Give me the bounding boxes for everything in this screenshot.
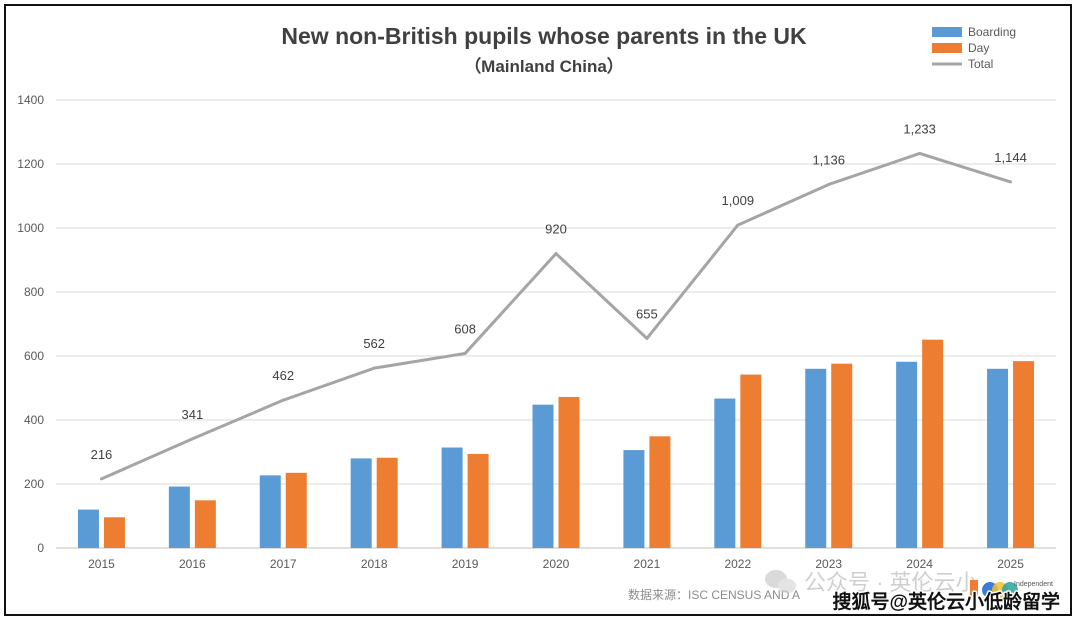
total-point xyxy=(645,336,649,340)
boarding-bar xyxy=(259,475,281,548)
grid xyxy=(56,99,1056,549)
total-data-label: 341 xyxy=(182,407,204,422)
y-tick-label: 200 xyxy=(24,477,44,491)
credit-text: 搜狐号@英伦云小低龄留学 xyxy=(832,590,1060,613)
x-tick-label: 2018 xyxy=(361,557,388,571)
total-line-path xyxy=(100,151,1011,481)
bars xyxy=(77,339,1035,548)
chart-title: New non-British pupils whose parents in … xyxy=(281,23,807,49)
legend: Boarding Day Total xyxy=(932,25,1016,71)
boarding-bar xyxy=(623,450,645,548)
legend-label-boarding: Boarding xyxy=(968,25,1016,39)
logo-text: Independent xyxy=(1014,581,1053,588)
x-tick-label: 2023 xyxy=(815,557,842,571)
y-tick-label: 800 xyxy=(24,285,44,299)
y-tick-label: 1000 xyxy=(17,221,44,235)
total-data-label: 608 xyxy=(454,321,476,336)
total-point xyxy=(463,351,467,355)
legend-label-total: Total xyxy=(968,57,993,71)
x-tick-label: 2019 xyxy=(452,557,479,571)
boarding-bar xyxy=(77,509,99,548)
x-tick-label: 2015 xyxy=(88,557,115,571)
boarding-bar xyxy=(896,361,918,548)
total-data-label: 1,136 xyxy=(812,152,845,167)
day-bar xyxy=(649,436,671,548)
x-tick-label: 2022 xyxy=(724,557,751,571)
y-tick-label: 1200 xyxy=(17,157,44,171)
y-tick-label: 600 xyxy=(24,349,44,363)
total-point xyxy=(918,151,922,155)
total-data-label: 562 xyxy=(363,336,385,351)
day-bar xyxy=(103,517,125,548)
total-point xyxy=(372,366,376,370)
y-tick-label: 400 xyxy=(24,413,44,427)
total-data-label: 920 xyxy=(545,222,567,237)
x-tick-label: 2016 xyxy=(179,557,206,571)
day-bar xyxy=(1013,361,1035,548)
total-line xyxy=(99,151,1013,481)
watermark-text: 公众号 · 英伦云小 xyxy=(804,570,978,595)
axes: 0 200 400 600 800 1000 1200 1400 2015 2016 2017 201… xyxy=(17,93,1024,571)
x-tick-label: 2021 xyxy=(634,557,661,571)
day-bar xyxy=(467,453,489,548)
total-point xyxy=(190,437,194,441)
chart-frame: 216 341 462 562 608 920 655 1,009 1,136 1,233 1,14… xyxy=(4,4,1072,616)
total-point xyxy=(554,252,558,256)
y-tick-label: 1400 xyxy=(17,93,44,107)
boarding-bar xyxy=(168,486,190,548)
total-data-label: 655 xyxy=(636,306,658,321)
total-point xyxy=(827,182,831,186)
chart-subtitle: （Mainland China） xyxy=(464,56,624,76)
legend-swatch-boarding xyxy=(932,27,962,37)
data-labels: 216 341 462 562 608 920 655 1,009 1,136 1,233 1,14… xyxy=(91,121,1027,461)
total-data-label: 462 xyxy=(272,368,294,383)
total-point xyxy=(736,223,740,227)
day-bar xyxy=(376,457,398,548)
legend-swatch-day xyxy=(932,43,962,53)
boarding-bar xyxy=(714,398,736,548)
day-bar xyxy=(922,339,944,548)
y-tick-label: 0 xyxy=(37,541,44,555)
total-data-label: 1,144 xyxy=(994,150,1027,165)
credit-text-fill: 搜狐号@英伦云小低龄留学 xyxy=(832,590,1060,613)
boarding-bar xyxy=(441,447,463,548)
total-point xyxy=(281,398,285,402)
x-tick-label: 2025 xyxy=(997,557,1024,571)
total-data-label: 1,009 xyxy=(722,193,755,208)
source-note: 数据来源：ISC CENSUS AND A xyxy=(628,587,800,602)
x-tick-label: 2017 xyxy=(270,557,297,571)
boarding-bar xyxy=(805,368,827,548)
isc-logo: Independent xyxy=(970,580,1053,600)
boarding-bar xyxy=(350,458,372,548)
total-point xyxy=(99,477,103,481)
total-data-label: 1,233 xyxy=(903,121,936,136)
legend-label-day: Day xyxy=(968,41,989,55)
day-bar xyxy=(285,472,307,548)
day-bar xyxy=(558,396,580,548)
chart-svg: 216 341 462 562 608 920 655 1,009 1,136 1,233 1,14… xyxy=(17,23,1061,615)
boarding-bar xyxy=(532,404,554,548)
boarding-bar xyxy=(987,368,1009,548)
total-point xyxy=(1009,180,1013,184)
wechat-icon xyxy=(765,570,796,594)
day-bar xyxy=(740,374,762,548)
day-bar xyxy=(194,500,216,548)
total-data-label: 216 xyxy=(91,447,113,462)
x-tick-label: 2020 xyxy=(543,557,570,571)
day-bar xyxy=(831,363,853,548)
x-tick-label: 2024 xyxy=(906,557,933,571)
